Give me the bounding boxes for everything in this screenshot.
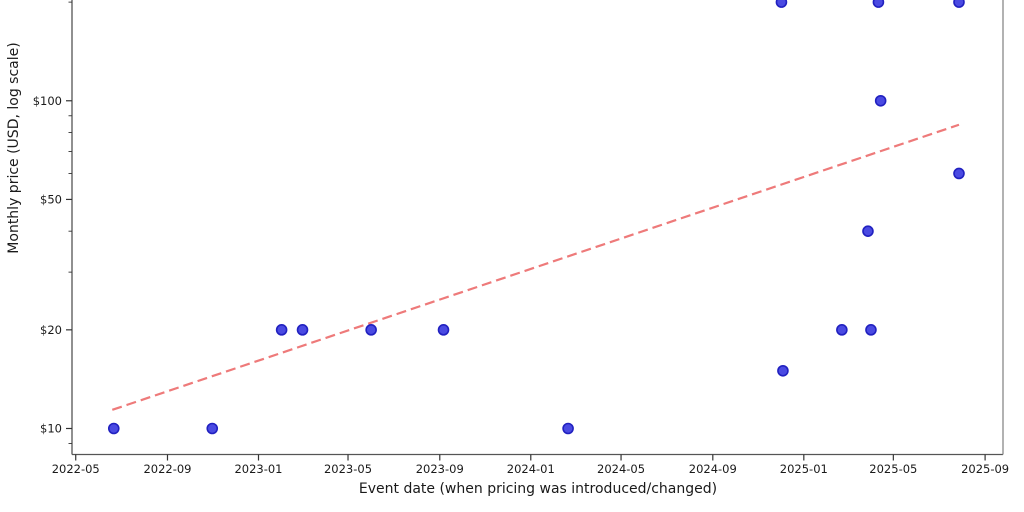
- y-tick-label: $20: [40, 323, 62, 337]
- data-point: [862, 225, 874, 237]
- x-tick-label: 2022-09: [143, 462, 191, 476]
- x-axis-label: Event date (when pricing was introduced/…: [359, 481, 717, 497]
- x-tick-label: 2024-05: [597, 462, 645, 476]
- data-point: [872, 0, 885, 8]
- x-tick-label: 2025-01: [780, 462, 828, 476]
- data-point: [365, 324, 377, 336]
- x-tick-label: 2024-09: [689, 462, 737, 476]
- y-tick-label: $10: [40, 421, 62, 435]
- data-point: [874, 94, 887, 107]
- x-tick-label: 2023-01: [234, 462, 282, 476]
- x-tick-label: 2023-09: [416, 462, 464, 476]
- data-point: [206, 422, 219, 435]
- data-point: [296, 324, 309, 336]
- data-point: [107, 422, 120, 435]
- x-tick-label: 2023-05: [324, 462, 372, 476]
- data-point: [437, 324, 450, 336]
- x-tick-label: 2022-05: [52, 462, 100, 476]
- y-axis-minor-ticks: [68, 1, 72, 444]
- x-tick-label: 2024-01: [507, 462, 555, 476]
- data-point: [775, 0, 788, 8]
- data-point: [836, 324, 848, 336]
- y-axis-label: Monthly price (USD, log scale): [6, 42, 22, 253]
- data-point: [865, 324, 877, 336]
- axes-spines: [71, 0, 1004, 456]
- scatter-points: [107, 0, 965, 435]
- data-point: [275, 324, 288, 336]
- data-point: [562, 422, 574, 435]
- data-point: [777, 364, 789, 377]
- y-tick-label: $100: [33, 94, 62, 108]
- y-axis-ticks: $10 $20 $50 $100: [33, 94, 72, 435]
- x-tick-label: 2025-05: [869, 462, 917, 476]
- data-point: [953, 0, 965, 8]
- data-point: [953, 167, 965, 180]
- y-tick-label: $50: [40, 192, 62, 206]
- x-tick-label: 2025-09: [961, 462, 1009, 476]
- trend-line: [111, 123, 960, 411]
- x-axis-ticks: 2022-05 2022-09 2023-01 2023-05 2023-09 2024-…: [52, 454, 1009, 476]
